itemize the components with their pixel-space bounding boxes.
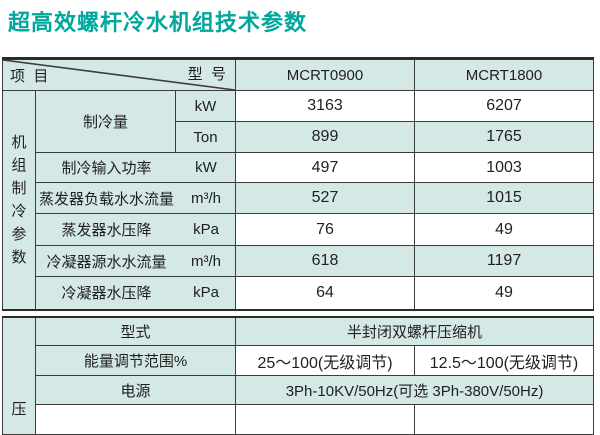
value-cell: 1003 bbox=[415, 153, 594, 183]
header-corner-cell: 项 目 型 号 bbox=[3, 59, 236, 91]
unit-label-m3h: m³/h bbox=[177, 253, 235, 270]
empty-cell bbox=[36, 405, 236, 435]
row-label-compressor-type: 型式 bbox=[36, 317, 236, 346]
model-column-header-mcrt1800: MCRT1800 bbox=[415, 59, 594, 91]
row-label-condenser-pressure-drop: 冷凝器水压降 bbox=[36, 282, 177, 303]
value-cell: 64 bbox=[236, 277, 415, 310]
value-cell: 6207 bbox=[415, 91, 594, 122]
table-row-input-power: 制冷输入功率 kW 497 1003 bbox=[3, 153, 594, 183]
row-label-capacity-control: 能量调节范围% bbox=[36, 346, 236, 376]
row-label-input-power: 制冷输入功率 bbox=[36, 157, 177, 178]
value-cell: 497 bbox=[236, 153, 415, 183]
value-cell-capacity-control: 12.5～100(无级调节) bbox=[415, 346, 594, 376]
value-cell: 1765 bbox=[415, 122, 594, 153]
group-label-compressor-partial: 压 bbox=[3, 398, 35, 419]
unit-label-ton: Ton bbox=[176, 122, 236, 153]
value-cell: 618 bbox=[236, 246, 415, 277]
row-label-condenser-pressure-drop-cell: 冷凝器水压降 kPa bbox=[36, 277, 236, 310]
spec-table-compressor-section: 压 型式 半封闭双螺杆压缩机 能量调节范围% 25～100(无级调节) 12.5… bbox=[2, 316, 594, 435]
unit-label-m3h: m³/h bbox=[177, 190, 235, 207]
value-cell: 1015 bbox=[415, 183, 594, 214]
value-cell-capacity-control: 25～100(无级调节) bbox=[236, 346, 415, 376]
group-label-unit-params-cell: 机组制冷参数 bbox=[3, 91, 36, 310]
row-label-cooling-capacity: 制冷量 bbox=[36, 91, 176, 153]
row-label-condenser-flow: 冷凝器源水水流量 bbox=[36, 251, 177, 272]
row-label-evaporator-flow: 蒸发器负载水水流量 bbox=[36, 188, 177, 209]
value-cell: 3163 bbox=[236, 91, 415, 122]
model-header-label: 型 号 bbox=[188, 63, 226, 84]
value-cell-compressor-type: 半封闭双螺杆压缩机 bbox=[236, 317, 594, 346]
group-label-compressor-cell: 压 bbox=[3, 317, 36, 435]
unit-label-kw: kW bbox=[176, 91, 236, 122]
value-cell: 1197 bbox=[415, 246, 594, 277]
table-row-partial-cutoff bbox=[3, 405, 594, 435]
value-cell: 76 bbox=[236, 214, 415, 246]
spec-table-unit-section: 项 目 型 号 MCRT0900 MCRT1800 机组制冷参数 制冷量 kW … bbox=[2, 57, 594, 311]
table-row-condenser-pressure-drop: 冷凝器水压降 kPa 64 49 bbox=[3, 277, 594, 310]
row-label-evaporator-pressure-drop-cell: 蒸发器水压降 kPa bbox=[36, 214, 236, 246]
row-label-input-power-cell: 制冷输入功率 kW bbox=[36, 153, 236, 183]
row-label-evaporator-flow-cell: 蒸发器负载水水流量 m³/h bbox=[36, 183, 236, 214]
row-label-power-supply: 电源 bbox=[36, 376, 236, 405]
item-header-label: 项 目 bbox=[10, 65, 48, 86]
model-column-header-mcrt0900: MCRT0900 bbox=[236, 59, 415, 91]
page-title: 超高效螺杆冷水机组技术参数 bbox=[8, 5, 307, 37]
table-row-condenser-flow: 冷凝器源水水流量 m³/h 618 1197 bbox=[3, 246, 594, 277]
value-cell: 49 bbox=[415, 214, 594, 246]
unit-label-kpa: kPa bbox=[177, 221, 235, 238]
value-cell: 527 bbox=[236, 183, 415, 214]
unit-label-kpa: kPa bbox=[177, 284, 235, 301]
spec-tables: 项 目 型 号 MCRT0900 MCRT1800 机组制冷参数 制冷量 kW … bbox=[2, 57, 593, 435]
value-cell: 899 bbox=[236, 122, 415, 153]
unit-label-kw: kW bbox=[177, 159, 235, 176]
table-row-power-supply: 电源 3Ph-10KV/50Hz(可选 3Ph-380V/50Hz) bbox=[3, 376, 594, 405]
table-row-evaporator-flow: 蒸发器负载水水流量 m³/h 527 1015 bbox=[3, 183, 594, 214]
table-row-evaporator-pressure-drop: 蒸发器水压降 kPa 76 49 bbox=[3, 214, 594, 246]
empty-cell bbox=[415, 405, 594, 435]
table-row-compressor-type: 压 型式 半封闭双螺杆压缩机 bbox=[3, 317, 594, 346]
row-label-evaporator-pressure-drop: 蒸发器水压降 bbox=[36, 219, 177, 240]
group-label-unit-params: 机组制冷参数 bbox=[3, 131, 35, 269]
row-label-condenser-flow-cell: 冷凝器源水水流量 m³/h bbox=[36, 246, 236, 277]
empty-cell bbox=[236, 405, 415, 435]
value-cell-power-supply: 3Ph-10KV/50Hz(可选 3Ph-380V/50Hz) bbox=[236, 376, 594, 405]
value-cell: 49 bbox=[415, 277, 594, 310]
table-row-cooling-capacity-kw: 机组制冷参数 制冷量 kW 3163 6207 bbox=[3, 91, 594, 122]
table-row-capacity-control: 能量调节范围% 25～100(无级调节) 12.5～100(无级调节) bbox=[3, 346, 594, 376]
header-row: 项 目 型 号 MCRT0900 MCRT1800 bbox=[3, 59, 594, 91]
